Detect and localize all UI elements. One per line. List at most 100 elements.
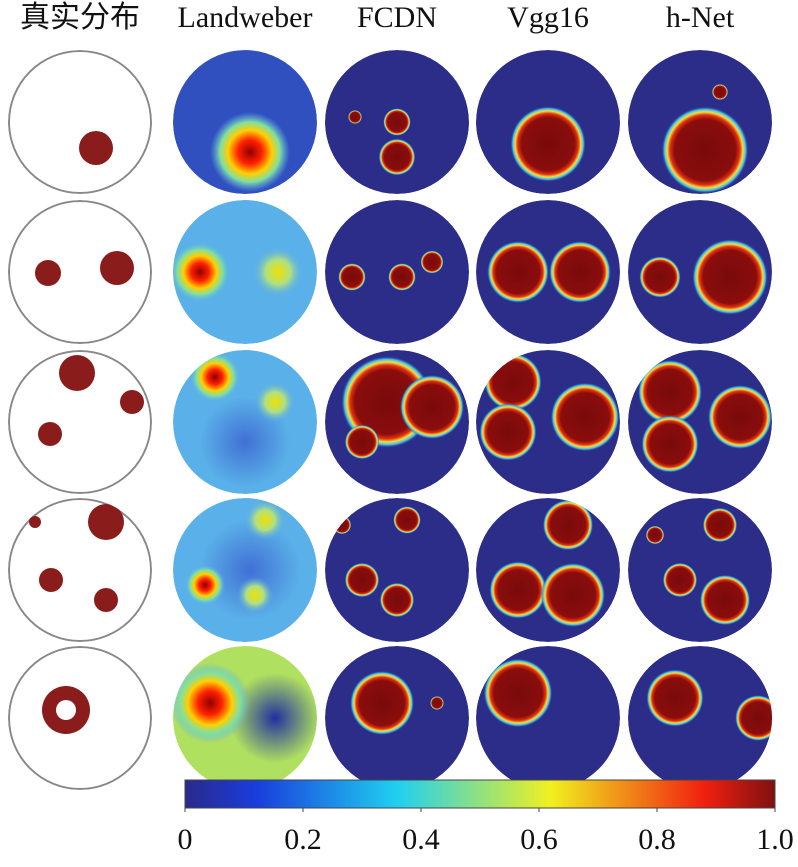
inclusion [484, 353, 542, 411]
inclusion [420, 250, 444, 274]
inclusion [29, 516, 41, 528]
inclusion [38, 422, 62, 446]
inclusion [479, 403, 537, 461]
inclusion [661, 106, 749, 194]
reconstruction [173, 498, 317, 642]
inclusion [379, 582, 415, 618]
field [8, 350, 152, 494]
tick-label: 0 [178, 823, 193, 856]
inclusion [692, 239, 768, 315]
reconstruction [325, 646, 469, 790]
inclusion [35, 260, 61, 286]
ground-truth [8, 350, 152, 494]
inclusion [94, 588, 118, 612]
inclusion [383, 108, 411, 136]
reconstruction [173, 646, 317, 790]
reconstruction [628, 200, 772, 344]
inclusion [173, 663, 250, 743]
field [8, 200, 152, 344]
inclusion [550, 382, 620, 452]
reconstruction [325, 498, 469, 642]
inclusion [662, 562, 698, 598]
column-header: FCDN [357, 1, 437, 34]
inclusion [486, 240, 550, 304]
reconstruction [173, 50, 317, 194]
field [173, 200, 317, 344]
inclusion [88, 504, 124, 540]
inclusion [699, 574, 751, 626]
inclusion [253, 247, 303, 297]
tick-label: 1.0 [756, 823, 794, 856]
reconstruction [325, 350, 469, 494]
inclusion [388, 263, 416, 291]
field [325, 498, 469, 642]
inclusion [349, 670, 415, 736]
reconstruction [628, 646, 772, 790]
reconstruction [476, 200, 620, 344]
column-header: h-Net [666, 1, 735, 34]
inclusion [542, 499, 594, 551]
ground-truth [8, 498, 152, 642]
inclusion [489, 561, 547, 619]
inclusion [185, 565, 225, 605]
reconstruction [173, 200, 317, 344]
column-header: 真实分布 [20, 1, 140, 34]
inclusion [639, 256, 681, 298]
inclusion [230, 673, 317, 763]
reconstruction [173, 350, 317, 494]
reconstruction [476, 498, 620, 642]
colorbar [184, 779, 776, 809]
reconstruction [628, 498, 772, 642]
inclusion [735, 695, 772, 741]
inclusion [637, 359, 703, 425]
inclusion [255, 382, 295, 422]
inclusion [59, 355, 95, 391]
inclusion [338, 263, 366, 291]
inclusion [79, 131, 113, 165]
inclusion [540, 562, 606, 628]
inclusion [173, 242, 230, 302]
reconstruction [476, 50, 620, 194]
inclusion [430, 696, 444, 710]
inclusion [483, 658, 553, 728]
ground-truth [8, 646, 152, 790]
inclusion [510, 106, 586, 182]
inclusion [210, 112, 290, 192]
inclusion [707, 384, 772, 450]
inclusion [646, 669, 704, 727]
inclusion [399, 374, 465, 440]
reconstruction [325, 200, 469, 344]
ground-truth [8, 50, 152, 194]
column-header: Vgg16 [507, 1, 589, 34]
field [628, 498, 772, 642]
tick-label: 0.8 [638, 823, 676, 856]
tick-label: 0.2 [284, 823, 322, 856]
column-header: Landweber [178, 1, 313, 34]
ground-truth [8, 200, 152, 344]
reconstruction [476, 350, 620, 494]
tick-label: 0.4 [402, 823, 440, 856]
inclusion [344, 562, 380, 598]
reconstruction [325, 50, 469, 194]
inclusion [120, 390, 144, 414]
inclusion [378, 138, 416, 176]
reconstruction [628, 350, 772, 494]
inclusion [245, 500, 285, 540]
inclusion [200, 520, 300, 620]
inclusion [332, 515, 352, 535]
inclusion [344, 424, 380, 460]
reconstruction [476, 646, 620, 790]
inclusion [39, 568, 63, 592]
inclusion [711, 83, 729, 101]
hole [56, 700, 76, 720]
inclusion [645, 525, 665, 545]
inclusion [348, 110, 362, 124]
field [8, 50, 152, 194]
inclusion [190, 352, 240, 402]
reconstruction [628, 50, 772, 194]
inclusion [702, 507, 738, 543]
inclusion [100, 251, 134, 285]
inclusion [548, 240, 612, 304]
inclusion [641, 415, 699, 473]
